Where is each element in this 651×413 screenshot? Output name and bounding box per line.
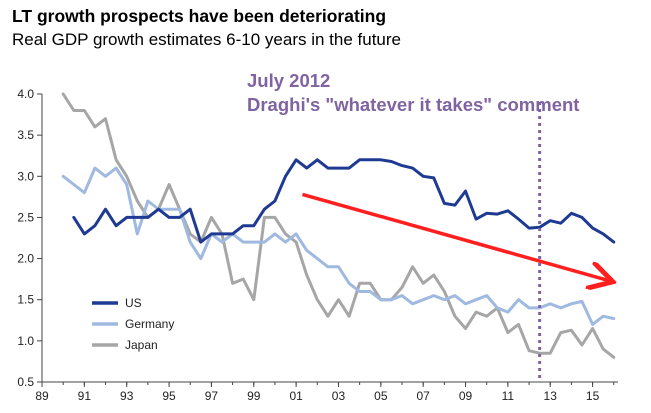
y-tick-label: 0.5 bbox=[17, 375, 34, 389]
x-tick-label: 01 bbox=[289, 389, 303, 403]
y-tick-label: 4.0 bbox=[17, 87, 34, 101]
annotation-line2: Draghi's "whatever it takes" comment bbox=[247, 94, 579, 115]
x-tick-label: 11 bbox=[502, 389, 515, 403]
annotation-line1: July 2012 bbox=[247, 70, 330, 91]
x-tick-label: 05 bbox=[374, 389, 388, 403]
x-tick-label: 03 bbox=[332, 389, 346, 403]
x-tick-label: 91 bbox=[78, 389, 92, 403]
x-tick-label: 89 bbox=[35, 389, 49, 403]
series-line-us bbox=[72, 158, 616, 244]
x-tick-label: 13 bbox=[544, 389, 558, 403]
y-tick-label: 2.0 bbox=[17, 252, 34, 266]
y-tick-label: 1.0 bbox=[17, 334, 34, 348]
chart-title: LT growth prospects have been deteriorat… bbox=[12, 6, 387, 26]
x-tick-label: 07 bbox=[416, 389, 430, 403]
series-line-germany bbox=[61, 166, 616, 326]
x-tick-label: 97 bbox=[205, 389, 219, 403]
x-tick-label: 15 bbox=[586, 389, 600, 403]
axes: 0.5 1.0 1.5 2.0 2.5 3.0 3.5 4.0 89 91 93 95 97 99 01 03… bbox=[17, 87, 618, 403]
y-tick-label: 3.0 bbox=[17, 169, 34, 183]
annotation-layer: July 2012 Draghi's "whatever it takes" c… bbox=[247, 70, 579, 115]
x-tick-label: 95 bbox=[162, 389, 176, 403]
legend: US Germany Japan bbox=[92, 296, 174, 352]
legend-label-us: US bbox=[125, 296, 142, 310]
x-tick-label: 09 bbox=[459, 389, 473, 403]
trend-arrow bbox=[301, 192, 609, 280]
y-tick-label: 2.5 bbox=[17, 210, 34, 224]
y-tick-label: 1.5 bbox=[17, 293, 34, 307]
chart-subtitle: Real GDP growth estimates 6-10 years in … bbox=[12, 30, 401, 49]
legend-label-japan: Japan bbox=[125, 338, 158, 352]
y-tick-label: 3.5 bbox=[17, 128, 34, 142]
x-tick-label: 93 bbox=[120, 389, 134, 403]
legend-label-germany: Germany bbox=[125, 317, 174, 331]
x-tick-label: 99 bbox=[247, 389, 261, 403]
series-layer bbox=[61, 92, 616, 382]
